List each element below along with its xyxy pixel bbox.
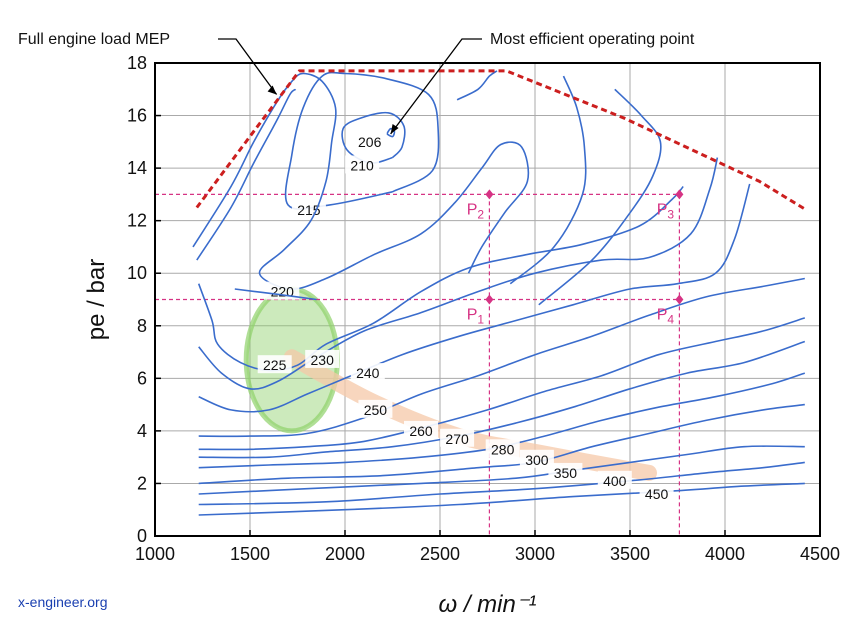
operating-point-label-P2: P2	[467, 201, 485, 221]
annotation-arrow-efficient	[390, 38, 482, 135]
operating-point-label-P4: P4	[657, 307, 675, 327]
full-load-mep-line	[195, 69, 808, 212]
contour-lines: 206 210 215 220 225 230 240 250 260 270 280 300 350 4…	[192, 70, 806, 516]
axes-frame: 1000 1500 2000 2500 3000 3500 4000 4500 0 2 4 6 8 10 1…	[83, 53, 840, 618]
y-tick-label: 12	[127, 211, 147, 231]
x-tick-label: 3500	[610, 544, 650, 564]
operating-point-marker-P3	[675, 189, 684, 200]
contour-line-260	[198, 317, 806, 451]
contour-label-300: 300	[525, 452, 549, 468]
y-tick-label: 14	[127, 158, 147, 178]
contour-label-bg	[345, 155, 380, 174]
y-tick-label: 18	[127, 53, 147, 73]
contour-label-220: 220	[271, 284, 295, 300]
contour-label-206: 206	[358, 134, 382, 150]
contour-line-unlabeled-7	[538, 88, 662, 306]
watermark: x-engineer.org	[18, 594, 108, 610]
contour-label-225: 225	[263, 357, 287, 373]
contour-line-225	[197, 185, 684, 372]
y-tick-label: 6	[137, 368, 147, 388]
operating-point-marker-P1	[485, 294, 494, 305]
y-tick-label: 4	[137, 421, 147, 441]
x-tick-label: 3000	[515, 544, 555, 564]
contour-label-400: 400	[603, 473, 627, 489]
x-tick-label: 1000	[135, 544, 175, 564]
contour-line-220	[192, 72, 530, 290]
contour-label-bg	[485, 439, 520, 458]
y-tick-label: 2	[137, 473, 147, 493]
y-axis-title: pe / bar	[83, 259, 110, 340]
contour-label-270: 270	[445, 431, 469, 447]
x-axis-title: ω / min⁻¹	[438, 591, 536, 618]
annotation-efficient-point: Most efficient operating point	[490, 31, 695, 48]
contour-line-206	[386, 127, 396, 138]
contour-label-240: 240	[356, 365, 380, 381]
operating-point-marker-P2	[485, 189, 494, 200]
x-tick-label: 2000	[325, 544, 365, 564]
contour-label-260: 260	[409, 423, 433, 439]
contour-line-unlabeled-4	[196, 88, 297, 261]
annotation-arrow-full-load	[218, 38, 278, 95]
contour-line-450	[198, 482, 805, 516]
x-tick-label: 4000	[705, 544, 745, 564]
contour-label-450: 450	[645, 486, 669, 502]
contour-label-350: 350	[554, 465, 578, 481]
contour-label-215: 215	[297, 202, 321, 218]
contour-label-bg	[404, 420, 438, 439]
contour-label-bg	[350, 363, 385, 382]
full-load-layer	[195, 69, 808, 212]
annotations: Full engine load MEP Most efficient opera…	[18, 31, 695, 135]
x-tick-label: 2500	[420, 544, 460, 564]
y-tick-label: 16	[127, 106, 147, 126]
operating-point-label-P1: P1	[467, 307, 485, 327]
contour-line-unlabeled-8	[456, 70, 498, 101]
operating-points: P1 P2 P3 P4	[467, 189, 684, 327]
contour-label-bg	[548, 462, 583, 481]
contour-label-bg	[597, 470, 632, 489]
contour-label-bg	[305, 349, 340, 368]
x-tick-label: 4500	[800, 544, 840, 564]
plot-frame	[154, 62, 821, 537]
contour-label-bg	[257, 355, 292, 374]
contour-label-230: 230	[311, 352, 335, 368]
y-tick-label: 8	[137, 316, 147, 336]
contour-label-bg	[519, 449, 554, 468]
contour-line-240	[198, 183, 751, 413]
contour-label-bg	[352, 131, 387, 150]
contour-line-unlabeled-6	[509, 75, 587, 285]
arrowhead-full-load	[267, 85, 277, 95]
contour-label-bg	[358, 399, 393, 418]
operating-point-marker-P4	[675, 294, 684, 305]
contour-line-400	[198, 461, 805, 506]
arrowhead-efficient	[390, 123, 399, 134]
contour-label-bg	[440, 428, 475, 447]
x-tick-label: 1500	[230, 544, 270, 564]
contour-label-bg	[265, 281, 300, 300]
contour-label-bg	[639, 483, 674, 502]
contour-line-280	[198, 372, 806, 469]
contour-line-270	[198, 340, 806, 459]
contour-label-250: 250	[364, 402, 388, 418]
contour-label-210: 210	[350, 157, 374, 173]
contour-label-bg	[291, 200, 326, 219]
annotation-full-load-mep: Full engine load MEP	[18, 31, 170, 48]
y-tick-label: 10	[127, 263, 147, 283]
contour-label-280: 280	[491, 441, 515, 457]
contour-line-250	[198, 277, 805, 438]
contour-line-unlabeled-5	[234, 288, 317, 301]
contour-line-230	[198, 157, 719, 390]
operating-point-label-P3: P3	[657, 201, 675, 221]
y-tick-label: 0	[137, 526, 147, 546]
